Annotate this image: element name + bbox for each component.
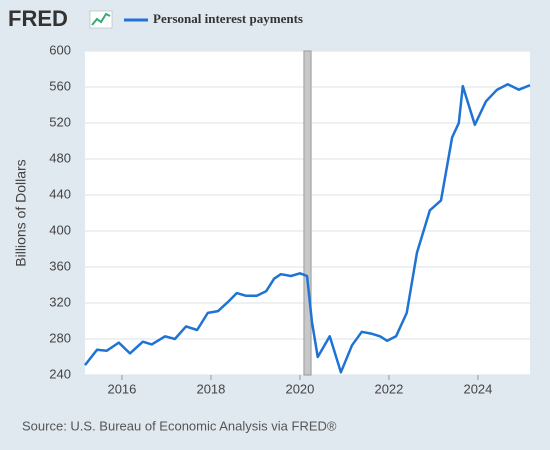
source: Source: U.S. Bureau of Economic Analysis… bbox=[22, 418, 337, 433]
y-tick-label: 480 bbox=[49, 150, 71, 165]
y-tick-label: 440 bbox=[49, 186, 71, 201]
y-tick-label: 280 bbox=[49, 330, 71, 345]
y-tick-label: 400 bbox=[49, 222, 71, 237]
x-tick-label: 2018 bbox=[196, 381, 225, 396]
recession-band bbox=[303, 50, 312, 376]
x-tick-label: 2020 bbox=[285, 381, 314, 396]
y-tick-label: 360 bbox=[49, 258, 71, 273]
x-tick-label: 2016 bbox=[107, 381, 136, 396]
legend-label: Personal interest payments bbox=[153, 11, 303, 26]
logo: FRED bbox=[8, 6, 68, 31]
y-tick-label: 240 bbox=[49, 366, 71, 381]
logo-icon bbox=[89, 10, 113, 29]
x-tick-label: 2024 bbox=[463, 381, 492, 396]
y-tick-label: 520 bbox=[49, 114, 71, 129]
x-tick-label: 2022 bbox=[374, 381, 403, 396]
y-tick-label: 560 bbox=[49, 78, 71, 93]
y-tick-label: 320 bbox=[49, 294, 71, 309]
y-tick-label: 600 bbox=[49, 42, 71, 57]
data-line bbox=[84, 83, 531, 374]
y-axis-title: Billions of Dollars bbox=[13, 159, 29, 266]
